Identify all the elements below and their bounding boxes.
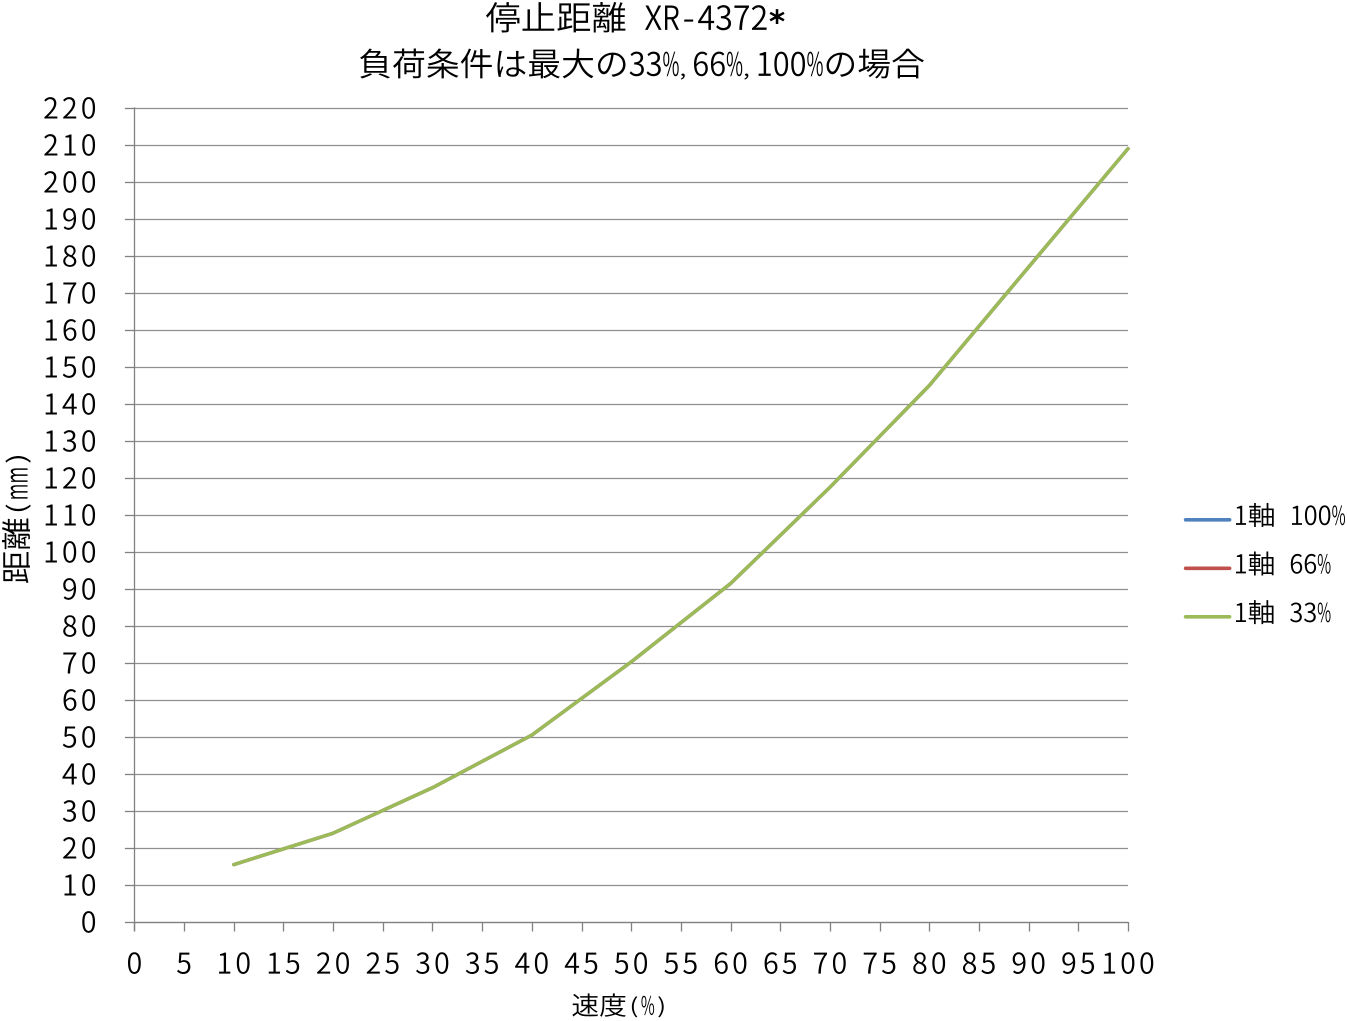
y-tick-label (45, 319, 96, 341)
x-tick-label (316, 952, 349, 974)
x-tick-label (366, 952, 399, 974)
x-tick-label (268, 952, 300, 974)
y-tick-label (44, 171, 96, 193)
legend-item-2 (1183, 551, 1331, 576)
y-tick-label (44, 97, 96, 119)
x-tick-label (764, 952, 797, 974)
x-tick-label (913, 952, 946, 974)
legend-item-3 (1183, 600, 1331, 625)
y-tick-label (63, 615, 96, 637)
y-tick-label (63, 578, 96, 600)
x-tick-label (714, 952, 747, 974)
x-axis (133, 921, 1130, 932)
y-tick-label (63, 689, 96, 711)
x-tick-label (465, 952, 498, 974)
x-axis-tick-labels (128, 952, 1154, 974)
x-tick-label (515, 952, 548, 974)
y-tick-label (82, 911, 96, 933)
x-tick-label (416, 952, 449, 974)
y-tick-label (62, 800, 96, 822)
y-tick-label (45, 282, 96, 304)
y-axis-title (1, 455, 31, 583)
y-tick-label (45, 245, 96, 267)
chart-title (486, 1, 785, 33)
y-axis (124, 107, 136, 932)
legend-label-2 (1236, 551, 1331, 576)
legend-label-3 (1236, 600, 1331, 625)
x-tick-label (177, 952, 191, 974)
y-tick-label (45, 430, 96, 452)
x-tick-label (1012, 952, 1045, 974)
x-axis-title (572, 993, 664, 1018)
y-tick-label (62, 763, 96, 785)
chart-subtitle (359, 48, 924, 80)
series-line-3 (232, 146, 1130, 867)
y-axis-tick-labels (44, 97, 96, 933)
x-tick-label (814, 952, 846, 974)
y-tick-label (63, 652, 96, 674)
x-tick-label (614, 952, 648, 974)
y-tick-label (64, 874, 96, 896)
x-tick-label (219, 952, 250, 974)
x-tick-label (1103, 952, 1154, 974)
legend (1183, 503, 1346, 625)
legend-label-1 (1236, 503, 1346, 528)
series-lines (232, 146, 1130, 867)
x-tick-label (128, 952, 141, 974)
x-tick-label (564, 952, 598, 974)
gridlines (134, 107, 1128, 924)
x-tick-label (664, 952, 697, 974)
y-tick-label (63, 837, 96, 859)
legend-item-1 (1183, 503, 1346, 528)
y-tick-label (45, 541, 96, 563)
x-tick-label (1062, 952, 1095, 974)
y-tick-label (62, 726, 96, 748)
y-tick-label (45, 356, 96, 378)
x-tick-label (962, 952, 995, 974)
x-tick-label (863, 952, 896, 974)
y-tick-label (45, 504, 96, 526)
y-tick-label (45, 467, 96, 489)
y-tick-label (45, 208, 96, 230)
y-tick-label (44, 134, 96, 156)
y-tick-label (45, 393, 96, 415)
